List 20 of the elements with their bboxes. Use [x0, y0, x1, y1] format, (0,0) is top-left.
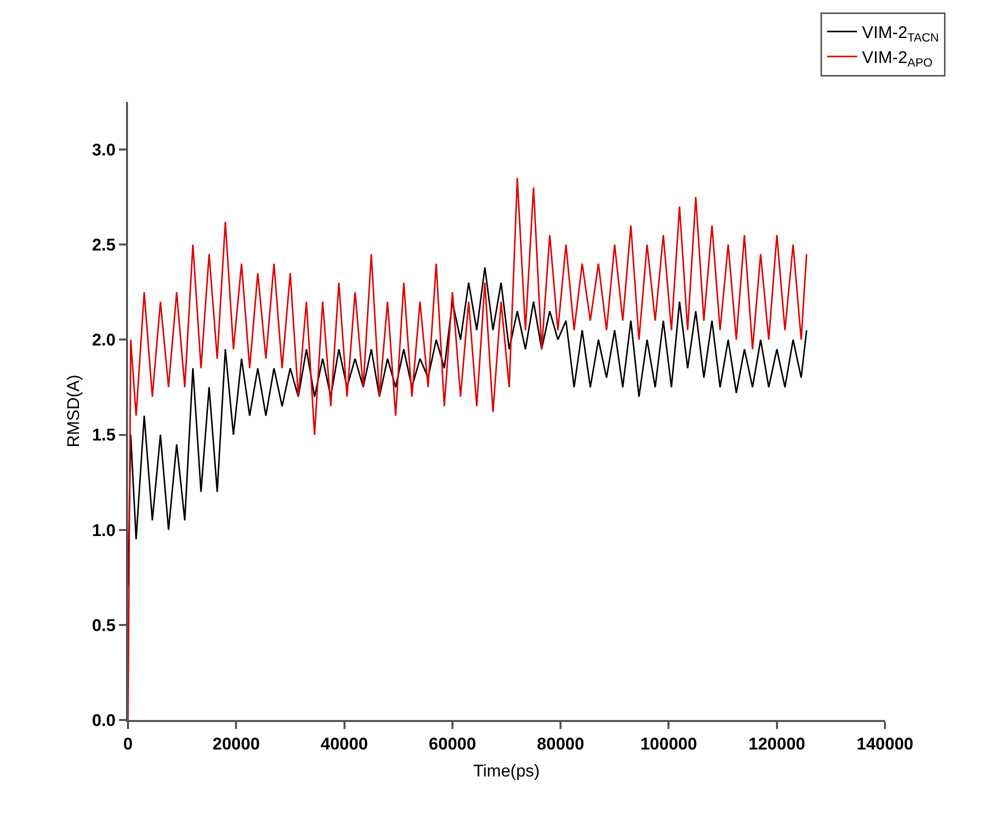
- x-tick-label: 80000: [536, 734, 584, 754]
- y-tick-label: 0.5: [92, 616, 116, 635]
- x-tick-label: 20000: [212, 734, 260, 754]
- x-axis-title: Time(ps): [473, 761, 540, 780]
- x-tick-label: 60000: [428, 734, 476, 754]
- x-tick-label: 0: [123, 734, 133, 754]
- x-tick-label: 100000: [640, 734, 698, 754]
- line-series: [128, 177, 808, 720]
- y-tick-label: 2.0: [92, 330, 116, 350]
- y-tick-label: 0.0: [92, 710, 116, 730]
- x-tick-label: 120000: [748, 734, 806, 754]
- y-tick-label: 2.5: [92, 236, 116, 255]
- y-tick-label: 1.0: [92, 520, 116, 540]
- y-tick-label: 1.5: [92, 426, 116, 445]
- y-axis-title: RMSD(A): [64, 374, 84, 448]
- x-tick-label: 40000: [320, 734, 368, 754]
- legend-label: VIM-2$_{TACN}$: [862, 23, 939, 45]
- y-tick-label: 3.0: [92, 140, 116, 160]
- x-tick-label: 140000: [856, 734, 914, 754]
- legend-label: VIM-2$_{APO}$: [862, 48, 933, 70]
